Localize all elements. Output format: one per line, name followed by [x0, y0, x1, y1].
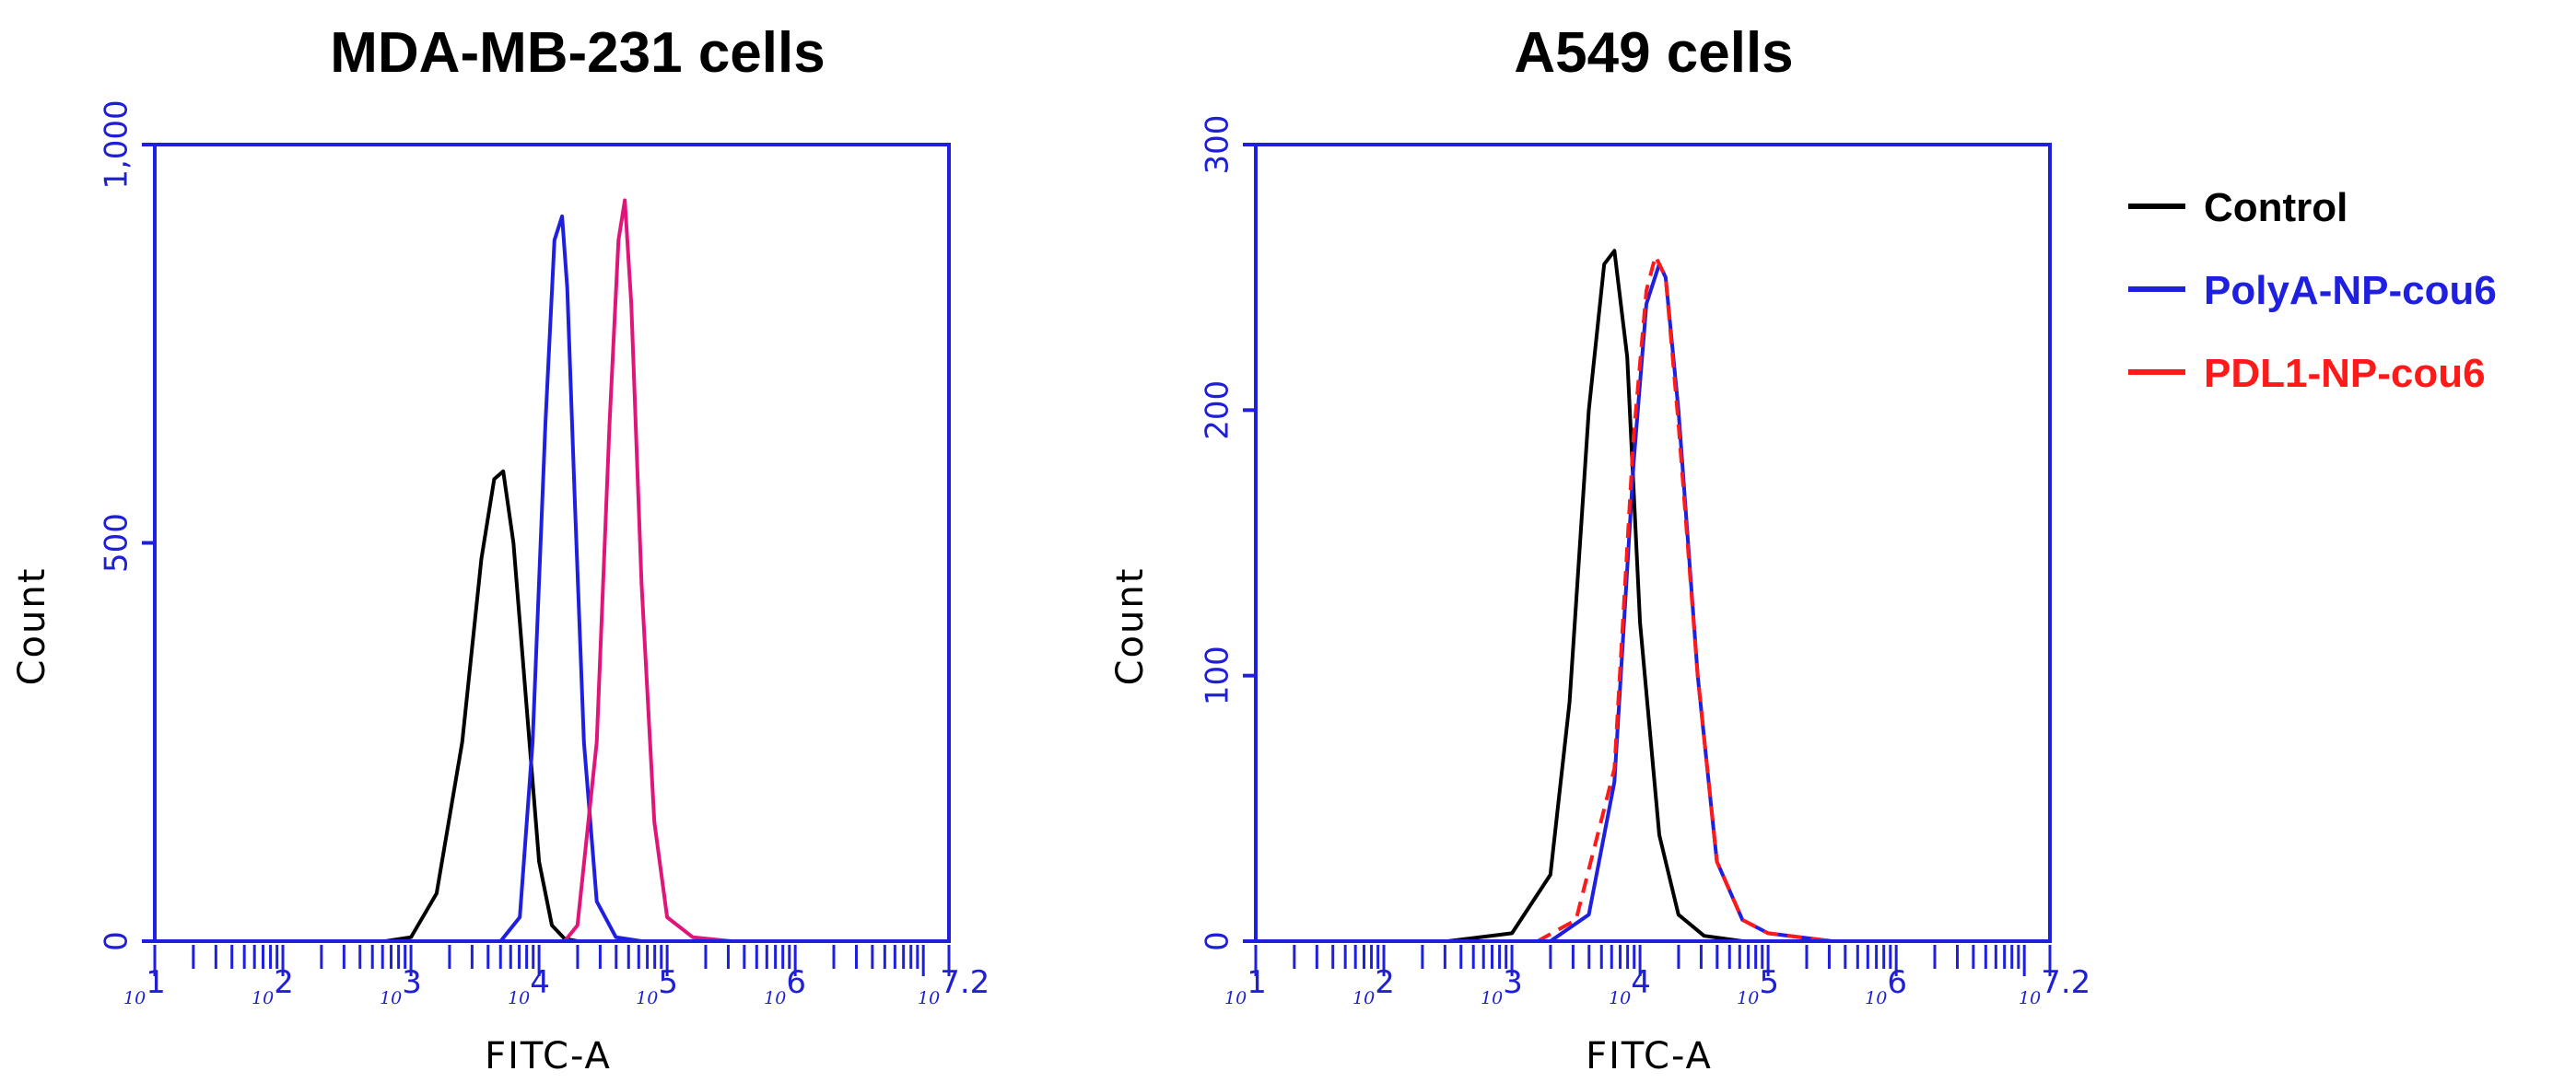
legend-entry-pdl1: PDL1-NP-cou6 [2128, 351, 2486, 396]
chart-mda-mb-231: MDA-MB-231 cells Count FITC-A 05001,000 … [11, 21, 989, 1077]
x-tick-label: 103 [380, 964, 422, 1008]
series-group [1447, 249, 1832, 943]
x-tick-label: 106 [1865, 964, 1907, 1008]
series-line-pdl1-np-cou6 [563, 198, 732, 943]
y-axis-label: Count [1109, 567, 1152, 686]
x-axis-label: FITC-A [1586, 1035, 1713, 1077]
x-tick-label: 102 [1352, 964, 1395, 1008]
x-tick-label: 102 [252, 964, 294, 1008]
plot-frame [1254, 143, 2052, 943]
x-ticks: 101 102 103 104 105 106 107.2 [123, 945, 989, 1008]
legend-entry-control: Control [2128, 185, 2348, 230]
y-ticks: 0 500 1,000 [99, 99, 155, 951]
series-line-pdl1-np-cou6 [1536, 254, 1832, 943]
y-tick-label: 500 [99, 513, 135, 573]
x-ticks: 101 102 103 104 105 106 107.2 [1224, 945, 2090, 1008]
x-tick-label: 101 [123, 964, 166, 1008]
x-tick-label: 106 [764, 964, 806, 1008]
x-axis-label: FITC-A [485, 1035, 612, 1077]
series-line-polya-np-cou6 [498, 214, 642, 943]
x-tick-label: 104 [1609, 964, 1651, 1008]
series-line-control [1447, 249, 1743, 943]
x-tick-label: 107.2 [918, 964, 989, 1008]
legend: Control PolyA-NP-cou6 PDL1-NP-cou6 [2128, 185, 2497, 396]
x-tick-label: 105 [1737, 964, 1779, 1008]
y-axis-label: Count [11, 567, 53, 686]
y-tick-label: 0 [99, 931, 135, 951]
legend-label: PDL1-NP-cou6 [2204, 351, 2486, 396]
series-line-polya-np-cou6 [1549, 262, 1832, 943]
y-tick-label: 200 [1200, 380, 1236, 440]
y-tick-label: 100 [1200, 646, 1236, 705]
x-tick-label: 103 [1481, 964, 1523, 1008]
x-tick-label: 104 [508, 964, 550, 1008]
y-tick-label: 300 [1200, 115, 1236, 175]
chart-title: A549 cells [1514, 21, 1793, 85]
legend-label: Control [2204, 185, 2348, 230]
y-tick-label: 1,000 [99, 99, 135, 189]
series-line-control [384, 469, 579, 943]
y-ticks: 0 100 200 300 [1200, 115, 1256, 951]
legend-entry-polya: PolyA-NP-cou6 [2128, 268, 2497, 313]
plot-frame [153, 143, 951, 943]
x-tick-label: 105 [636, 964, 678, 1008]
legend-label: PolyA-NP-cou6 [2204, 268, 2497, 313]
x-tick-label: 101 [1224, 964, 1267, 1008]
series-group [384, 198, 732, 943]
y-tick-label: 0 [1200, 931, 1236, 951]
x-tick-label: 107.2 [2019, 964, 2090, 1008]
chart-title: MDA-MB-231 cells [330, 21, 825, 85]
